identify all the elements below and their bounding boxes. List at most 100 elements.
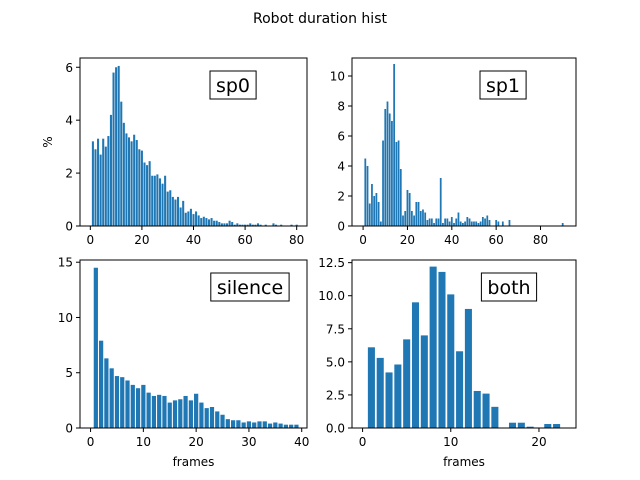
bar [411,302,420,428]
bar [464,308,472,428]
subplot-both: 0 10 20 0.0 2.5 5.0 7.5 10.0 12.5 frames both [318,256,577,469]
bar [373,196,376,226]
x-tick-label: 0 [86,233,94,247]
x-tick-label: 20 [531,435,546,449]
bar [275,224,278,226]
bar [517,422,525,428]
bar [475,221,478,226]
bar [230,420,236,428]
bar [140,150,143,226]
bar [102,138,105,226]
bar [192,214,195,226]
axes-frame [351,259,577,429]
subplot-sp0: 0 20 40 60 80 0 2 4 6% sp0 [41,57,308,247]
panel-label: both [487,277,530,299]
bar [166,191,169,226]
bar [141,384,146,428]
bar [283,424,288,428]
bar [491,406,499,428]
bar [391,121,393,226]
bar [470,221,473,226]
bar [399,169,402,226]
y-tick-label: 7.5 [326,322,345,336]
bar [438,271,446,428]
bar [104,146,107,226]
bar [146,392,151,428]
y-tick-label: 0 [65,220,73,234]
y-tick-label: 10.0 [318,289,345,303]
bar [466,217,469,226]
bar [104,358,109,428]
bar [473,221,475,226]
bar [172,400,178,428]
x-tick-label: 10 [136,435,151,449]
bar [397,140,400,226]
bar [422,209,424,226]
bar [419,211,422,226]
bar [127,137,131,226]
bar [367,347,375,428]
bar [161,183,164,226]
bar [437,218,440,226]
x-tick-label: 80 [289,233,304,247]
bar [259,224,262,226]
bar [130,141,133,226]
bar [143,162,146,226]
bar [439,178,442,226]
x-tick-label: 30 [241,435,256,449]
bar [473,390,481,428]
bar [225,419,230,428]
subplots: 0 20 40 60 80 0 2 4 6% sp0 0 20 40 60 80 0 2 4 6 8 10 sp1 0 10 2… [41,57,577,469]
bar [210,218,213,226]
bar [156,174,159,226]
x-tick-label: 40 [186,233,201,247]
bar [413,215,415,226]
y-tick-label: 4 [337,160,345,174]
y-tick-label: 10 [58,311,73,325]
bar [169,190,172,226]
bar [117,65,120,226]
bar [109,368,114,428]
bar [376,357,384,428]
bar [433,223,435,226]
bar [204,408,209,428]
panel-label-box [480,272,538,302]
bar [238,224,241,226]
bar [384,109,387,226]
figure-title: Robot duration hist [253,11,387,27]
bar [97,138,100,226]
y-tick-label: 15 [58,256,73,270]
bar [395,142,398,226]
y-tick-label: 2 [337,190,345,204]
bar [444,218,447,226]
bar [125,133,128,226]
bar [526,426,534,428]
bar [223,223,226,226]
x-tick-label: 40 [444,233,459,247]
bar [464,221,466,226]
bar [158,178,161,226]
bar [115,67,118,226]
bar [508,422,517,428]
bar [215,220,218,226]
bar [133,134,136,226]
bar [501,221,504,226]
x-tick-label: 10 [443,435,458,449]
y-axis-label: % [41,136,55,147]
bar [453,223,455,226]
bar [388,113,391,226]
bar [294,424,299,428]
bar [377,202,380,226]
y-tick-label: 6 [337,130,345,144]
bar [94,149,97,226]
y-tick-label: 0 [337,220,345,234]
bar [442,223,444,226]
bar [249,223,252,226]
bar [164,175,167,226]
bar [183,395,188,428]
bar [236,223,239,226]
bar [135,388,141,428]
y-tick-label: 4 [65,114,73,128]
bar [189,208,192,226]
bar [497,221,500,226]
